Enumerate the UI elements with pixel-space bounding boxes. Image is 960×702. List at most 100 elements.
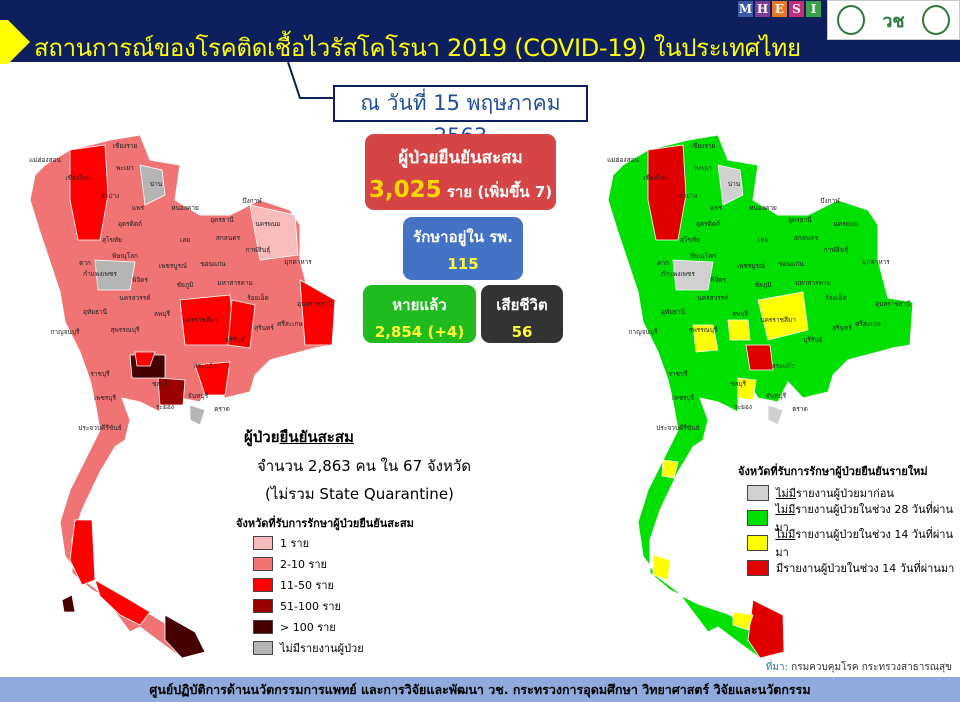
logo-letter: S xyxy=(789,1,804,17)
legend-item: ไม่มีรายงานผู้ป่วยในช่วง 14 วันที่ผ่านมา xyxy=(747,528,960,559)
legend-label: 11-50 ราย xyxy=(280,578,334,592)
legend-item: ไม่มีรายงานผู้ป่วยมาก่อน xyxy=(747,480,960,505)
province-label: เชียงใหม่ xyxy=(65,174,90,182)
province-label: บึงกาฬ xyxy=(820,197,840,205)
province-label: ลพบุรี xyxy=(154,310,170,318)
logo-letter: I xyxy=(806,1,821,17)
legend-label: ไม่มีรายงานผู้ป่วยในช่วง 14 วันที่ผ่านมา xyxy=(775,527,954,559)
stat-label: หายแล้ว xyxy=(392,296,447,314)
legend-title: จังหวัดที่รับการรักษาผู้ป่วยยืนยันสะสม xyxy=(236,517,414,530)
province-label: ระยอง xyxy=(156,403,174,411)
province-region xyxy=(134,351,156,367)
logo-letter: M xyxy=(738,1,753,17)
province-region xyxy=(692,324,719,353)
page-title: สถานการณ์ของโรคติดเชื้อไวรัสโคโรนา 2019 … xyxy=(34,34,801,62)
province-label: ชัยภูมิ xyxy=(755,281,772,289)
province-region xyxy=(757,291,809,341)
legend-item: ไม่มีรายงานผู้ป่วยในช่วง 28 วันที่ผ่านมา xyxy=(747,503,960,534)
province-label: ลำปาง xyxy=(679,192,698,200)
province-region xyxy=(157,377,186,406)
legend-item: 51-100 ราย xyxy=(253,595,414,616)
province-label: ขอนแก่น xyxy=(778,260,804,268)
legend-label: > 100 ราย xyxy=(280,620,336,634)
province-label: พิษณุโลก xyxy=(690,252,716,260)
province-label: น่าน xyxy=(150,180,163,188)
province-label: แพร่ xyxy=(710,204,722,212)
stat-value: 56 xyxy=(511,323,533,341)
province-label: ศรีสะเกษ xyxy=(277,320,303,328)
province-region xyxy=(139,164,166,206)
summary-title-a: ผู้ป่วย xyxy=(244,428,280,446)
legend-label: 51-100 ราย xyxy=(280,599,341,613)
province-label: มหาสารคาม xyxy=(795,279,831,287)
province-label: นครสวรรค์ xyxy=(697,294,728,302)
legend-label: ไม่มีรายงานผู้ป่วยมาก่อน xyxy=(776,486,894,500)
province-label: นครพนม xyxy=(833,220,858,228)
date-label: ณ วันที่ 15 พฤษภาคม 2563 xyxy=(333,85,588,148)
legend-item: 1 ราย xyxy=(253,532,414,553)
province-region xyxy=(69,144,109,241)
legend-swatch xyxy=(253,640,273,655)
legend-swatch xyxy=(253,619,273,634)
province-label: อุบลราชธานี xyxy=(875,300,911,308)
province-label: เพชรบูรณ์ xyxy=(159,262,187,270)
province-label: กำแพงเพชร xyxy=(83,270,117,278)
province-label: สุรินทร์ xyxy=(832,324,852,332)
province-label: นครราชสีมา xyxy=(760,316,796,324)
province-label: เลย xyxy=(180,236,190,244)
province-label: ตราด xyxy=(214,405,230,413)
province-label: สกลนคร xyxy=(216,234,241,242)
stat-value: 2,854 (+4) xyxy=(374,323,465,341)
province-label: ลำปาง xyxy=(101,192,120,200)
legend-swatch xyxy=(253,556,273,571)
summary-title-b: ยืนยันสะสม xyxy=(279,428,354,446)
stat-label: ผู้ป่วยยืนยันสะสม xyxy=(398,148,523,168)
province-region xyxy=(652,554,671,581)
province-label: สระแก้ว xyxy=(772,362,795,370)
stat-value: 3,025 xyxy=(368,177,442,203)
province-label: อุทัยธานี xyxy=(83,308,108,316)
mhesi-logo: M H E S I xyxy=(738,1,821,17)
title-marker xyxy=(0,20,8,64)
province-label: สุพรรณบุรี xyxy=(689,326,718,334)
province-label: นครสวรรค์ xyxy=(119,294,150,302)
stat-suffix: ราย (เพิ่มขึ้น 7) xyxy=(446,183,553,201)
province-label: ตาก xyxy=(79,259,91,267)
province-label: ร้อยเอ็ด xyxy=(247,293,269,302)
province-label: อุดรธานี xyxy=(210,216,234,224)
summary-count: จำนวน 2,863 คน ใน 67 จังหวัด xyxy=(257,457,472,475)
province-label: แพร่ xyxy=(132,204,144,212)
province-label: พิษณุโลก xyxy=(112,252,138,260)
legend-item: มีรายงานผู้ป่วยในช่วง 14 วันที่ผ่านมา xyxy=(747,555,960,580)
province-label: มหาสารคาม xyxy=(217,279,253,287)
legend-cumulative: จังหวัดที่รับการรักษาผู้ป่วยยืนยันสะสม 1… xyxy=(236,514,414,658)
source-label: ที่มา: xyxy=(765,662,788,673)
logo-letter: H xyxy=(755,1,770,17)
province-label: บึงกาฬ xyxy=(242,197,262,205)
legend-title: จังหวัดที่รับการรักษาผู้ป่วยยืนยันรายใหม… xyxy=(738,465,928,478)
province-region xyxy=(727,319,751,341)
stat-total-cases: ผู้ป่วยยืนยันสะสม 3,025 ราย (เพิ่มขึ้น 7… xyxy=(365,134,556,210)
province-region xyxy=(745,344,774,371)
province-label: ตาก xyxy=(657,259,669,267)
legend-item: 11-50 ราย xyxy=(253,574,414,595)
province-label: พิจิตร xyxy=(710,276,726,284)
province-label: จันทบุรี xyxy=(188,392,209,400)
province-label: บุรีรัมย์ xyxy=(803,336,822,344)
province-region xyxy=(747,599,785,659)
province-region xyxy=(767,404,784,426)
province-region xyxy=(189,404,206,426)
source-note: ที่มา: กรมควบคุมโรค กระทรวงสาธารณสุข xyxy=(766,660,952,675)
legend-label: 1 ราย xyxy=(280,536,310,550)
legend-label: ไม่มีรายงานผู้ป่วยในช่วง 28 วันที่ผ่านมา xyxy=(775,502,954,534)
province-label: พะเยา xyxy=(116,164,134,172)
arrow-icon xyxy=(8,20,30,64)
province-label: บุรีรัมย์ xyxy=(225,336,244,344)
nrct-logo xyxy=(836,5,865,35)
province-region xyxy=(69,519,96,586)
province-label: น่าน xyxy=(728,180,741,188)
province-region xyxy=(94,579,151,626)
province-region xyxy=(61,594,76,613)
province-label: เพชรบูรณ์ xyxy=(737,262,765,270)
province-label: พะเยา xyxy=(694,164,712,172)
